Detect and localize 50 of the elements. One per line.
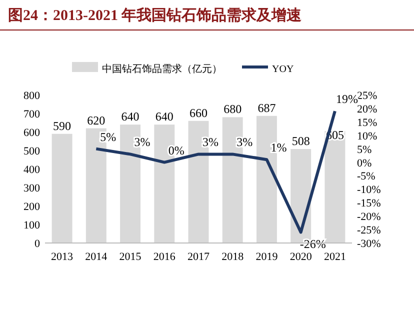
data-label: 19% xyxy=(336,92,358,106)
x-tick-label: 2015 xyxy=(119,251,142,263)
data-label: 687 xyxy=(258,100,276,115)
data-label: 640 xyxy=(121,110,140,124)
bar xyxy=(324,131,346,243)
legend-label: YOY xyxy=(272,64,294,75)
y2-tick-label: 15% xyxy=(357,116,378,129)
legend-label: 中国钻石饰品需求（亿元） xyxy=(102,63,222,75)
x-tick-label: 2017 xyxy=(188,251,210,263)
data-label: 660 xyxy=(190,106,208,120)
y-tick-label: 600 xyxy=(24,127,40,139)
y2-tick-label: 5% xyxy=(357,144,372,156)
data-label: 5% xyxy=(100,130,116,144)
data-label: 680 xyxy=(224,102,242,116)
y-tick-label: 100 xyxy=(24,220,40,232)
x-tick-label: 2018 xyxy=(222,251,244,263)
data-label: 508 xyxy=(292,134,310,148)
y2-tick-label: -20% xyxy=(357,211,381,224)
x-tick-label: 2020 xyxy=(290,251,312,263)
y-tick-label: 500 xyxy=(24,146,40,158)
data-label: 590 xyxy=(53,118,72,133)
data-label: 0% xyxy=(168,143,184,158)
y-tick-label: 800 xyxy=(24,90,40,102)
data-label: 3% xyxy=(134,135,150,150)
y2-tick-label: -30% xyxy=(357,238,381,250)
data-label: 640 xyxy=(155,110,174,124)
x-tick-label: 2014 xyxy=(85,251,108,263)
y2-tick-label: 10% xyxy=(357,130,378,142)
y2-tick-label: 25% xyxy=(357,90,378,102)
y2-tick-label: -15% xyxy=(357,198,381,210)
data-label: 1% xyxy=(270,140,287,155)
data-label: 620 xyxy=(87,113,106,128)
x-tick-label: 2013 xyxy=(51,251,74,263)
x-tick-label: 2019 xyxy=(256,251,278,263)
y2-tick-label: -5% xyxy=(357,170,376,183)
y-tick-label: 300 xyxy=(24,182,40,194)
y2-tick-label: -25% xyxy=(357,224,381,237)
x-tick-label: 2016 xyxy=(153,251,176,263)
y-tick-label: 200 xyxy=(24,201,40,213)
bar xyxy=(52,134,72,243)
y2-tick-label: 20% xyxy=(357,103,378,116)
data-label: 3% xyxy=(236,135,253,150)
data-label: 3% xyxy=(202,135,218,150)
y-tick-label: 0 xyxy=(34,238,40,250)
y2-tick-label: -10% xyxy=(357,184,381,196)
y-tick-label: 400 xyxy=(24,164,40,176)
y-tick-label: 700 xyxy=(24,108,40,120)
y2-tick-label: 0% xyxy=(357,157,372,170)
title: 图24：2013-2021 年我国钻石饰品需求及增速 xyxy=(8,8,302,24)
x-tick-label: 2021 xyxy=(324,251,346,263)
